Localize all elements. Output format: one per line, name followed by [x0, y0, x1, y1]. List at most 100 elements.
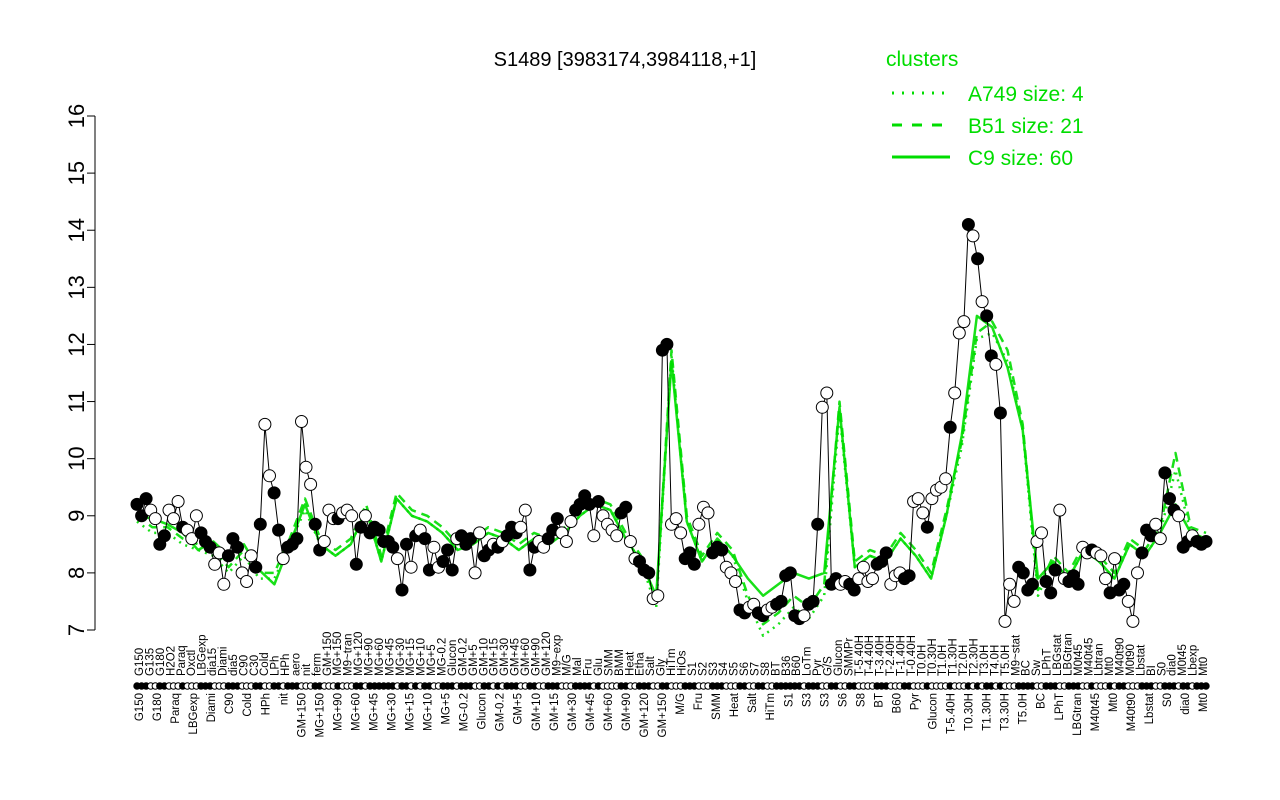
x-label-top: M0t45	[1073, 644, 1085, 676]
x-label-top: MG+45	[384, 638, 396, 676]
x-label-top: LPh	[270, 656, 282, 676]
data-point	[856, 560, 870, 574]
x-label-bottom: T1.30H	[982, 693, 994, 731]
data-point	[1126, 614, 1140, 628]
data-point	[1153, 532, 1167, 546]
data-point	[943, 420, 957, 434]
data-point	[272, 523, 286, 537]
x-label-top: LoTm	[802, 647, 814, 676]
data-point	[1149, 517, 1163, 531]
x-label-bottom: dia0	[1180, 693, 1192, 715]
series-line-dashed	[136, 320, 1207, 626]
x-label-bottom: MG+15	[405, 693, 417, 731]
x-label-top: MG+120	[353, 632, 365, 676]
data-point	[299, 460, 313, 474]
x-label-top: Mal	[572, 657, 584, 676]
x-label-bottom: GM+120	[639, 693, 651, 737]
x-label-bottom: GM+15	[549, 693, 561, 731]
data-point	[1071, 577, 1085, 591]
x-label-top: Paraq	[176, 645, 188, 676]
data-point	[939, 472, 953, 486]
data-point	[372, 523, 386, 537]
y-tick-label: 14	[64, 218, 89, 242]
x-label-top: T-2.40H	[885, 635, 897, 676]
x-label-bottom: T3.30H	[1000, 693, 1012, 731]
data-point	[249, 560, 263, 574]
data-point	[564, 515, 578, 528]
x-label-top: T-3.40H	[875, 635, 887, 676]
x-label-top: BT	[770, 661, 782, 676]
x-label-bottom: MG+30	[387, 693, 399, 731]
x-label-bottom: G180	[152, 693, 164, 721]
x-label-top: BC	[1021, 660, 1033, 676]
x-label-bottom: LPhT	[1054, 693, 1066, 721]
data-point	[971, 252, 985, 266]
x-label-top: T4.0H	[989, 645, 1001, 676]
x-label-top: Lbexp	[1188, 645, 1200, 676]
x-label-top: LBGstat	[1052, 634, 1064, 676]
data-point	[139, 492, 153, 506]
data-point	[1163, 492, 1176, 506]
data-point	[1016, 566, 1030, 580]
x-label-top: M0t45	[1177, 644, 1189, 676]
data-point	[523, 563, 537, 577]
data-point	[317, 535, 331, 548]
data-point	[276, 552, 290, 566]
x-label-top: T2.30H	[969, 638, 981, 676]
x-label-bottom: Lbstat	[1144, 692, 1156, 724]
x-label-bottom: M40t90	[1126, 693, 1138, 731]
x-label-top: Diami	[217, 647, 229, 676]
x-label-bottom: Mt0	[1108, 693, 1120, 712]
data-point	[993, 406, 1007, 420]
x-label-top: Sw	[1031, 659, 1043, 676]
x-label-top: G150	[134, 648, 146, 676]
x-label-top: MG+150	[332, 632, 344, 676]
x-label-bottom: S3	[819, 693, 831, 707]
x-label-top: S4	[718, 661, 730, 676]
data-point	[185, 532, 199, 546]
x-label-top: dia15	[207, 648, 219, 676]
data-point	[619, 500, 633, 514]
data-point	[587, 529, 601, 543]
data-point	[961, 218, 975, 231]
data-point	[1108, 552, 1122, 566]
x-label-top: dia0	[1167, 654, 1179, 676]
x-label-top: M9~exp	[551, 635, 563, 676]
data-point	[514, 520, 528, 534]
x-label-bottom: MG+5	[441, 693, 453, 725]
data-point	[148, 512, 162, 526]
y-tick-label: 9	[64, 510, 89, 522]
x-label-bottom: T5.0H	[1018, 693, 1030, 724]
data-point	[610, 529, 624, 543]
data-point	[1158, 466, 1172, 480]
data-point	[189, 509, 203, 523]
data-point	[349, 557, 363, 571]
x-label-bottom: GM+60	[603, 693, 615, 731]
data-point	[518, 503, 532, 517]
x-label-top: Mt0	[1104, 657, 1116, 676]
x-axis-labels: G150G135G180H2O2ParaqOxctlLBGexpdia15Dia…	[133, 632, 1210, 737]
x-label-bottom: MG+150	[314, 693, 326, 737]
data-point	[358, 509, 372, 523]
x-label-bottom: T-5.40H	[946, 693, 958, 734]
y-tick-label: 7	[64, 624, 89, 636]
x-label-top: M40t45	[1083, 638, 1095, 676]
x-label-bottom: GM+90	[621, 693, 633, 731]
data-point	[171, 495, 185, 508]
x-label-bottom: GM+5	[513, 693, 525, 725]
data-point	[1121, 594, 1135, 608]
x-label-top: Glu	[593, 658, 605, 676]
data-point	[847, 583, 861, 597]
x-label-top: SMM	[603, 649, 615, 676]
data-point	[157, 529, 171, 543]
legend-label: C9 size: 60	[968, 147, 1073, 170]
x-label-top: GM+5	[468, 644, 480, 676]
y-tick-label: 12	[64, 332, 89, 356]
data-point	[263, 469, 276, 483]
x-label-top: T-5.40H	[854, 635, 866, 676]
x-label-bottom: C90	[224, 693, 236, 714]
x-label-bottom: GM-0.2	[495, 693, 507, 731]
data-point	[436, 555, 450, 568]
x-label-top: T1.30H	[948, 638, 960, 676]
